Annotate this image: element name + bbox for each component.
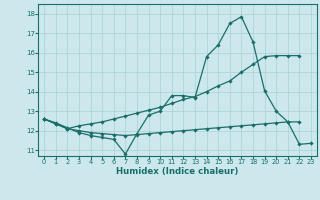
X-axis label: Humidex (Indice chaleur): Humidex (Indice chaleur) xyxy=(116,167,239,176)
